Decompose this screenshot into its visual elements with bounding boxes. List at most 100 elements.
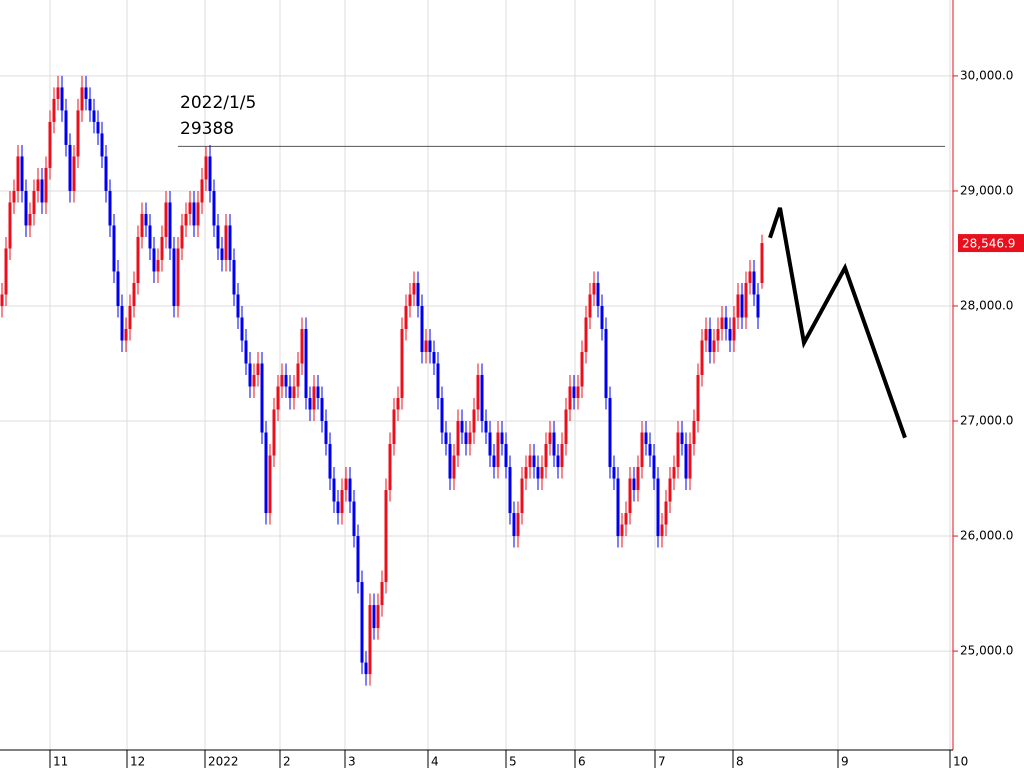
x-tick-label: 8 <box>736 755 744 768</box>
x-tick-label: 7 <box>658 755 666 768</box>
candle-body <box>88 98 92 111</box>
candle-body <box>60 87 64 111</box>
candle-body <box>292 386 296 399</box>
candle-body <box>96 121 100 134</box>
candle-body <box>52 98 56 122</box>
candle-body <box>632 478 636 491</box>
candle-body <box>224 225 228 260</box>
candle-body <box>660 524 664 537</box>
candle-body <box>664 501 668 525</box>
candle-body <box>608 398 612 468</box>
candle-body <box>508 467 512 514</box>
candle-body <box>436 363 440 399</box>
candle-body <box>628 478 632 514</box>
candle-body <box>332 478 336 502</box>
candle-body <box>80 87 84 111</box>
candle-body <box>328 444 332 479</box>
candle-body <box>708 328 712 352</box>
candle-body <box>288 386 292 399</box>
candle-body <box>412 282 416 295</box>
x-tick-label: 11 <box>53 755 68 768</box>
candle-body <box>540 467 544 479</box>
candle-body <box>704 328 708 341</box>
candle-body <box>304 328 308 399</box>
candle-body <box>688 444 692 479</box>
candle-body <box>220 248 224 260</box>
candle-body <box>464 432 468 445</box>
candle-body <box>544 444 548 468</box>
candle-body <box>16 156 20 191</box>
candle-body <box>120 305 124 341</box>
candle-body <box>760 243 764 283</box>
candle-body <box>496 432 500 468</box>
candle-body <box>180 225 184 249</box>
candle-body <box>576 386 580 399</box>
candle-body <box>84 87 88 99</box>
candle-body <box>284 375 288 387</box>
candle-body <box>636 467 640 491</box>
candle-body <box>248 363 252 387</box>
candle-body <box>8 202 12 249</box>
candle-body <box>552 432 556 456</box>
candle-body <box>212 190 216 226</box>
candle-body <box>316 386 320 399</box>
candle-body <box>336 501 340 514</box>
candle-body <box>184 213 188 226</box>
candle-body <box>168 202 172 249</box>
candle-body <box>384 490 388 583</box>
candle-body <box>188 202 192 214</box>
candle-body <box>728 328 732 341</box>
candle-body <box>44 167 48 203</box>
x-tick-label: 4 <box>431 755 439 768</box>
candle-body <box>32 190 36 214</box>
candle-body <box>136 236 140 283</box>
candle-body <box>592 282 596 295</box>
candle-body <box>560 444 564 468</box>
candle-body <box>76 110 80 157</box>
x-tick-label: 2 <box>283 755 291 768</box>
grid <box>0 0 953 750</box>
candle-body <box>40 179 44 203</box>
candle-body <box>240 317 244 341</box>
candle-body <box>264 432 268 514</box>
candle-body <box>416 282 420 306</box>
candle-body <box>600 305 604 329</box>
candle-body <box>20 156 24 191</box>
candle-body <box>640 432 644 468</box>
x-tick-label: 5 <box>509 755 517 768</box>
candle-body <box>532 455 536 468</box>
annotation-value: 29388 <box>180 119 234 139</box>
candle-body <box>280 375 284 387</box>
last-price-label: 28,546.9 <box>962 237 1015 251</box>
candle-body <box>644 432 648 445</box>
candle-body <box>156 259 160 272</box>
candle-body <box>556 455 560 468</box>
candle-body <box>516 513 520 537</box>
candle-body <box>196 202 200 226</box>
candle-body <box>124 328 128 341</box>
candle-body <box>364 662 368 675</box>
candle-body <box>424 340 428 352</box>
candle-body <box>208 156 212 191</box>
candle-body <box>668 478 672 502</box>
candle-body <box>480 375 484 422</box>
x-tick-label: 12 <box>130 755 145 768</box>
candle-body <box>228 225 232 260</box>
candle-body <box>520 478 524 514</box>
candle-body <box>56 87 60 99</box>
candle-body <box>36 179 40 191</box>
candle-body <box>564 409 568 445</box>
candle-body <box>4 248 8 295</box>
candle-body <box>312 386 316 410</box>
x-tick-label: 6 <box>578 755 586 768</box>
candle-body <box>144 213 148 226</box>
candle-body <box>272 409 276 456</box>
candle-body <box>216 225 220 249</box>
candle-body <box>0 294 4 306</box>
candle-body <box>488 432 492 456</box>
candle-body <box>732 317 736 341</box>
candle-body <box>712 340 716 352</box>
candle-body <box>612 467 616 479</box>
candle-body <box>504 444 508 468</box>
